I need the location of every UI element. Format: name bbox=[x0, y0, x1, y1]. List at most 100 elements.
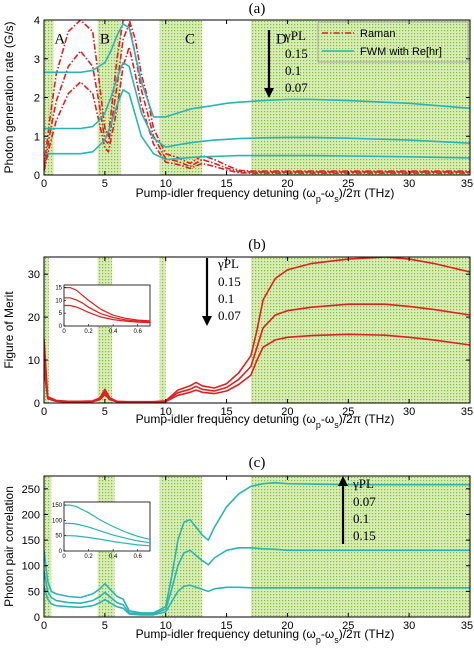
gamma-value: 0.1 bbox=[285, 63, 301, 78]
inset-x-tick-label: 0.6 bbox=[134, 554, 143, 560]
y-tick-label: 0 bbox=[34, 612, 40, 624]
gamma-value: 0.15 bbox=[285, 46, 308, 61]
region-label: A bbox=[54, 31, 65, 47]
series-line bbox=[44, 89, 470, 161]
legend: Raman FWM with Re[hr] bbox=[317, 21, 469, 63]
gamma-value: 0.07 bbox=[353, 494, 376, 509]
x-axis-label-part: s bbox=[334, 635, 339, 645]
x-tick-label: 10 bbox=[160, 406, 172, 418]
legend-entry-label: Raman bbox=[360, 28, 395, 40]
gamma-title: γPL bbox=[352, 476, 374, 491]
x-axis-label: Pump-idler frequency detuning (ωp-ωs)/2π… bbox=[136, 627, 395, 645]
inset-y-tick-label: 50 bbox=[55, 534, 62, 540]
shaded-band bbox=[159, 476, 203, 617]
gamma-value: 0.07 bbox=[285, 80, 308, 95]
gamma-arrow-head bbox=[202, 316, 212, 326]
x-axis-label-part: s bbox=[334, 194, 339, 204]
inset-x-tick-label: 0.4 bbox=[109, 329, 118, 335]
inset-series-line bbox=[64, 297, 151, 323]
panel-label: (b) bbox=[248, 237, 266, 253]
inset-y-tick-label: 5 bbox=[59, 311, 63, 317]
y-tick-label: 250 bbox=[22, 484, 40, 496]
x-tick-label: 35 bbox=[461, 620, 473, 632]
series-line bbox=[44, 333, 470, 403]
inset-y-tick-label: 100 bbox=[52, 518, 63, 524]
y-tick-label: 100 bbox=[22, 561, 40, 573]
inset-series-line bbox=[64, 504, 151, 540]
x-axis-label-part: s bbox=[334, 420, 339, 430]
x-tick-label: 25 bbox=[342, 620, 354, 632]
y-tick-label: 200 bbox=[22, 509, 40, 521]
legend-box bbox=[317, 21, 469, 63]
inset-x-tick-label: 0.6 bbox=[134, 329, 143, 335]
inset-y-tick-label: 15 bbox=[55, 286, 62, 292]
shaded-band bbox=[44, 476, 52, 617]
inset-y-tick-label: 10 bbox=[55, 298, 62, 304]
series-group bbox=[44, 481, 470, 616]
gamma-value: 0.15 bbox=[353, 528, 376, 543]
y-tick-label: 0 bbox=[34, 398, 40, 410]
x-axis-label-part: -ω bbox=[321, 412, 334, 426]
gamma-title: γPL bbox=[217, 256, 239, 271]
x-axis-label-part: -ω bbox=[321, 186, 334, 200]
panel-label: (a) bbox=[249, 1, 266, 17]
y-tick-label: 20 bbox=[28, 312, 40, 324]
series-group bbox=[44, 257, 470, 403]
x-tick-label: 10 bbox=[160, 178, 172, 190]
x-axis-label-part: Pump-idler frequency detuning (ω bbox=[136, 186, 316, 200]
panel-label: (c) bbox=[249, 455, 266, 471]
inset-y-tick-label: 0 bbox=[59, 324, 63, 330]
region-label: C bbox=[185, 31, 195, 47]
series-line bbox=[44, 23, 470, 173]
y-tick-label: 2 bbox=[34, 93, 40, 105]
x-tick-label: 15 bbox=[220, 178, 232, 190]
inset-series-line bbox=[64, 522, 151, 544]
y-axis-label: Photon generation rate (G/s) bbox=[2, 21, 16, 173]
gamma-value: 0.1 bbox=[353, 511, 369, 526]
inset-x-tick-label: 0 bbox=[62, 554, 66, 560]
x-axis-label-part: Pump-idler frequency detuning (ω bbox=[136, 627, 316, 641]
y-axis-label: Photon pair correlation bbox=[2, 486, 16, 607]
gamma-arrow-head bbox=[264, 88, 274, 98]
series-line bbox=[44, 23, 470, 118]
x-tick-label: 5 bbox=[102, 620, 108, 632]
inset-series-line bbox=[64, 304, 151, 324]
x-axis-label: Pump-idler frequency detuning (ωp-ωs)/2π… bbox=[136, 412, 395, 430]
x-tick-label: 5 bbox=[102, 178, 108, 190]
series-line bbox=[44, 547, 470, 615]
inset-x-tick-label: 0.2 bbox=[84, 554, 93, 560]
chart-panel-c: (c) 0 5 10 15 20 25 30 35 0 50 100 150 200 250 Pump-idl… bbox=[2, 455, 473, 645]
x-tick-label: 0 bbox=[41, 406, 47, 418]
x-tick-label: 15 bbox=[220, 620, 232, 632]
y-tick-label: 1 bbox=[34, 131, 40, 143]
x-axis-label-part: )/2π (THz) bbox=[339, 627, 395, 641]
y-tick-label: 10 bbox=[28, 355, 40, 367]
x-tick-label: 0 bbox=[41, 178, 47, 190]
plot-frame bbox=[43, 256, 471, 404]
chart-panel-a: (a) 0 5 10 15 20 25 30 35 0 1 2 3 4 Pump-idler frequen… bbox=[2, 1, 473, 204]
y-tick-label: 30 bbox=[28, 269, 40, 281]
y-tick-label: 150 bbox=[22, 535, 40, 547]
shaded-band bbox=[44, 257, 49, 403]
shaded-band bbox=[250, 257, 470, 403]
x-tick-label: 5 bbox=[102, 406, 108, 418]
x-axis-label-part: )/2π (THz) bbox=[339, 412, 395, 426]
gamma-value: 0.15 bbox=[218, 274, 241, 289]
gamma-value: 0.1 bbox=[218, 291, 234, 306]
x-tick-label: 25 bbox=[342, 406, 354, 418]
series-group bbox=[44, 20, 470, 174]
legend-entry-label: FWM with Re[hr] bbox=[360, 46, 442, 58]
series-line bbox=[44, 46, 470, 174]
shaded-band bbox=[250, 476, 470, 617]
y-axis-label: Figure of Merit bbox=[2, 291, 16, 369]
gamma-arrow-head bbox=[338, 476, 348, 486]
inset-y-tick-label: 0 bbox=[59, 549, 63, 555]
x-axis-label-part: -ω bbox=[321, 627, 334, 641]
inset-series-line bbox=[64, 287, 151, 322]
shaded-band bbox=[250, 20, 470, 175]
series-line bbox=[44, 481, 470, 614]
x-axis-label-part: )/2π (THz) bbox=[339, 186, 395, 200]
y-tick-label: 4 bbox=[34, 15, 40, 27]
x-tick-label: 10 bbox=[160, 620, 172, 632]
